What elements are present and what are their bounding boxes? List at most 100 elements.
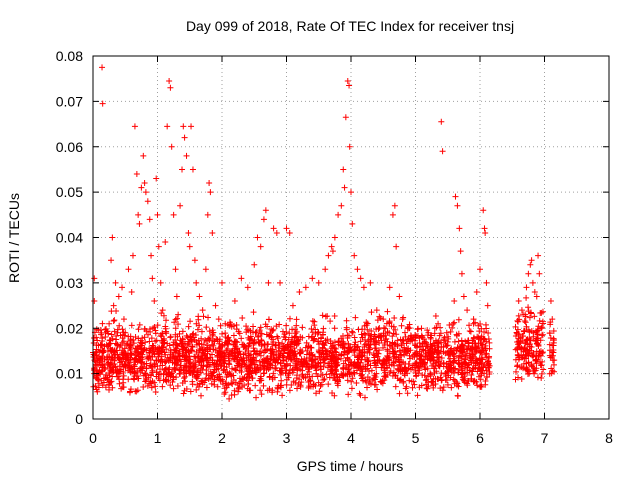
data-point xyxy=(453,348,460,355)
data-point xyxy=(283,322,290,329)
data-point xyxy=(444,381,451,388)
data-point xyxy=(238,363,245,370)
data-point xyxy=(391,314,398,321)
data-point xyxy=(366,380,373,387)
data-point xyxy=(93,375,100,382)
data-point xyxy=(153,175,160,182)
data-point xyxy=(375,333,382,340)
data-point xyxy=(361,330,368,337)
data-point xyxy=(346,143,353,150)
data-point xyxy=(477,366,484,373)
data-point xyxy=(283,225,290,232)
data-point xyxy=(521,327,528,334)
data-point xyxy=(319,340,326,347)
data-point xyxy=(451,370,458,377)
data-point xyxy=(481,345,488,352)
data-point xyxy=(90,339,97,346)
data-point xyxy=(241,382,248,389)
data-point xyxy=(177,202,184,209)
data-point xyxy=(320,363,327,370)
data-point xyxy=(477,376,484,383)
data-point xyxy=(287,362,294,369)
data-point xyxy=(440,384,447,391)
data-point xyxy=(99,64,106,71)
data-point xyxy=(313,363,320,370)
data-point xyxy=(335,356,342,363)
data-point xyxy=(416,356,423,363)
data-point xyxy=(269,362,276,369)
data-point xyxy=(340,364,347,371)
axis-ticks xyxy=(92,55,610,420)
data-point xyxy=(486,345,493,352)
data-point xyxy=(539,308,546,315)
data-point xyxy=(550,337,557,344)
data-point xyxy=(392,372,399,379)
data-point xyxy=(157,358,164,365)
data-point xyxy=(516,316,523,323)
data-point xyxy=(451,346,458,353)
data-point xyxy=(514,363,521,370)
data-point xyxy=(157,279,164,286)
data-point xyxy=(547,298,554,305)
data-point xyxy=(142,378,149,385)
data-point xyxy=(530,367,537,374)
data-point xyxy=(389,372,396,379)
data-point xyxy=(106,378,113,385)
data-point xyxy=(538,375,545,382)
data-point xyxy=(195,359,202,366)
data-point xyxy=(319,371,326,378)
data-point xyxy=(286,350,293,357)
data-point xyxy=(270,352,277,359)
data-point xyxy=(184,342,191,349)
data-point xyxy=(320,357,327,364)
data-point xyxy=(315,338,322,345)
data-point xyxy=(224,335,231,342)
data-point xyxy=(334,376,341,383)
data-point xyxy=(364,320,371,327)
data-point xyxy=(266,373,273,380)
data-point xyxy=(274,359,281,366)
data-point xyxy=(116,380,123,387)
data-point xyxy=(338,202,345,209)
data-point xyxy=(141,344,148,351)
data-point xyxy=(151,298,158,305)
data-point xyxy=(163,378,170,385)
data-point xyxy=(188,338,195,345)
y-tick-labels: 0 0.01 0.02 0.03 0.04 0.05 0.06 0.07 0.08 xyxy=(56,48,83,427)
data-point xyxy=(110,364,117,371)
data-point xyxy=(189,344,196,351)
data-point xyxy=(412,334,419,341)
data-point xyxy=(127,338,134,345)
data-point xyxy=(352,314,359,321)
data-point xyxy=(207,189,214,196)
data-point xyxy=(396,293,403,300)
data-point xyxy=(157,371,164,378)
data-point xyxy=(243,323,250,330)
data-point xyxy=(340,166,347,173)
data-point xyxy=(167,349,174,356)
data-point xyxy=(294,385,301,392)
data-point xyxy=(392,326,399,333)
data-point xyxy=(262,321,269,328)
data-point xyxy=(447,367,454,374)
data-point xyxy=(211,366,218,373)
data-point xyxy=(171,364,178,371)
data-point xyxy=(289,302,296,309)
data-point xyxy=(370,351,377,358)
data-point xyxy=(233,345,240,352)
data-point xyxy=(470,335,477,342)
data-point xyxy=(235,388,242,395)
data-point xyxy=(154,211,161,218)
data-point xyxy=(438,118,445,125)
data-point xyxy=(99,335,106,342)
data-point xyxy=(402,333,409,340)
data-point xyxy=(114,367,121,374)
data-point xyxy=(439,387,446,394)
data-point xyxy=(362,356,369,363)
data-point xyxy=(294,367,301,374)
data-point xyxy=(99,347,106,354)
data-point xyxy=(203,363,210,370)
data-point xyxy=(482,229,489,236)
data-point xyxy=(321,375,328,382)
data-point xyxy=(162,359,169,366)
